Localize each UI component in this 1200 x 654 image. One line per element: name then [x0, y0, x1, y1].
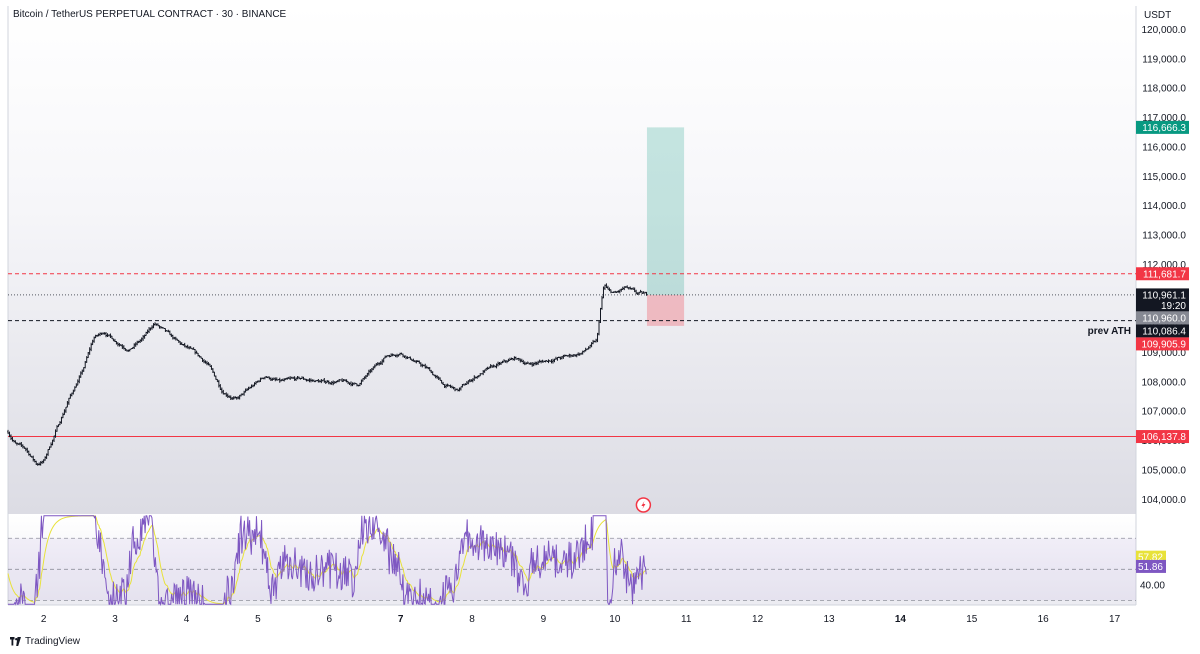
rsi-ma-badge: 57.82: [1138, 553, 1163, 564]
entry-price-badge: 110,960.0: [1142, 313, 1186, 324]
time-tick-label: 15: [966, 614, 978, 625]
rsi-value-badge-bg: [1136, 559, 1166, 573]
tradingview-logo-icon: [10, 637, 21, 646]
time-tick-label: 3: [112, 614, 118, 625]
time-tick-label: 5: [255, 614, 261, 625]
price-tick-label: 107,000.0: [1142, 407, 1187, 418]
price-tick-label: 119,000.0: [1142, 54, 1186, 65]
time-tick-label: 2: [41, 614, 47, 625]
time-tick-label: 9: [541, 614, 547, 625]
prev-ath-label: prev ATH: [1088, 326, 1131, 337]
position-stop-zone[interactable]: [646, 294, 685, 326]
price-tick-label: 113,000.0: [1142, 231, 1186, 242]
stop-price-badge: 109,905.9: [1142, 339, 1187, 350]
price-tick-label: 116,000.0: [1142, 142, 1186, 153]
time-tick-label: 16: [1038, 614, 1050, 625]
rsi-value-badge: 51.86: [1138, 562, 1163, 573]
time-tick-label: 11: [681, 614, 692, 625]
main-price-pane[interactable]: [8, 6, 1136, 514]
entry-price-badge-bg: [1136, 311, 1189, 325]
ath-price-badge-bg: [1136, 324, 1189, 338]
price-tick-label: 117,000.0: [1142, 113, 1186, 124]
price-tick-label: 108,000.0: [1142, 377, 1187, 388]
price-tick-label: 114,000.0: [1142, 201, 1186, 212]
price-bars[interactable]: [7, 283, 648, 466]
time-tick-label: 17: [1109, 614, 1121, 625]
ath-price-badge: 110,086.4: [1142, 326, 1186, 337]
rsi-ma-line[interactable]: [7, 515, 647, 605]
support-price-badge: 106,137.8: [1142, 432, 1187, 443]
time-tick-label: 12: [752, 614, 764, 625]
time-tick-label: 6: [326, 614, 332, 625]
price-tick-label: 120,000.0: [1142, 25, 1187, 36]
time-tick-label: 8: [469, 614, 475, 625]
rsi-pane[interactable]: [8, 515, 1136, 605]
currency-label[interactable]: USDT: [1144, 10, 1172, 21]
logo-text: TradingView: [25, 636, 81, 647]
resistance-price-badge: 111,681.7: [1143, 269, 1186, 280]
tradingview-logo[interactable]: TradingView: [10, 636, 80, 647]
time-tick-label: 4: [184, 614, 190, 625]
target-price-badge: 116,666.3: [1142, 123, 1186, 134]
stop-price-badge-bg: [1136, 337, 1189, 351]
time-tick-label: 14: [895, 614, 907, 625]
symbol-title[interactable]: Bitcoin / TetherUS PERPETUAL CONTRACT · …: [13, 9, 287, 20]
position-target-zone[interactable]: [646, 127, 685, 295]
price-tick-label: 115,000.0: [1142, 172, 1186, 183]
price-tick-label: 109,000.0: [1142, 348, 1187, 359]
price-tick-label: 104,000.0: [1142, 495, 1187, 506]
lightning-event-icon[interactable]: [635, 497, 652, 513]
target-price-badge-bg: [1136, 120, 1189, 134]
time-tick-label: 13: [823, 614, 835, 625]
bar-countdown: 19:20: [1161, 301, 1186, 312]
price-tick-label: 105,000.0: [1142, 465, 1187, 476]
rsi-line[interactable]: [8, 515, 647, 607]
time-tick-label: 10: [609, 614, 621, 625]
resistance-price-badge-bg: [1136, 267, 1189, 281]
price-tick-label: 112,000.0: [1142, 260, 1186, 271]
last-price-badge: 110,961.1: [1142, 290, 1186, 301]
rsi-tick-label: 40.00: [1140, 580, 1165, 591]
price-tick-label: 118,000.0: [1142, 84, 1186, 95]
time-tick-label: 7: [398, 614, 404, 625]
last-price-badge-bg: [1136, 288, 1189, 312]
support-price-badge-bg: [1136, 430, 1189, 444]
